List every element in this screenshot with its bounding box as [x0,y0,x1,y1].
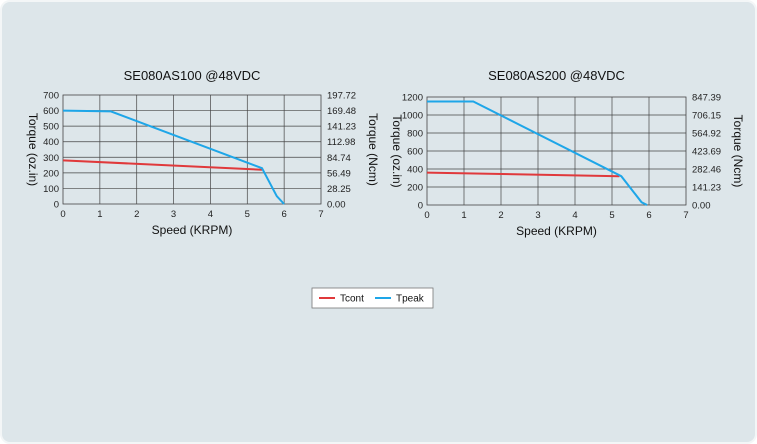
chart2-y-tick-label: 600 [407,147,423,158]
chart2-y-axis-label: Torque (oz.in) [390,114,404,187]
chart2-y-tick-label: 400 [407,165,423,176]
chart2-x-tick-label: 5 [609,210,614,221]
chart1-y-tick-label: 0 [54,200,59,211]
chart1-x-axis-label: Speed (KRPM) [152,223,233,237]
chart1-series-tpeak-line [62,109,285,205]
chart2-x-tick-label: 7 [683,210,688,221]
chart2-x-tick-label: 4 [572,210,577,221]
chart1-x-tick-label: 2 [134,209,139,220]
chart2-y-tick-label: 800 [407,129,423,140]
chart1-y-tick-label: 400 [43,137,59,148]
chart2-y2-tick-label: 564.92 [692,129,721,140]
chart1-y-tick-label: 300 [43,153,59,164]
chart1-y2-tick-label: 56.49 [327,168,351,179]
chart1-y2-tick-label: 28.25 [327,184,351,195]
chart2-y2-axis-label: Torque (Ncm) [731,115,745,188]
chart1-series-tcont-line [62,159,263,171]
chart2-y-tick-label: 0 [418,201,423,212]
chart2-series-tcont-line [426,171,620,178]
legend-box [311,287,434,309]
chart2-y2-tick-label: 141.23 [692,183,721,194]
chart2-y2-tick-label: 423.69 [692,147,721,158]
chart2-title: SE080AS200 @48VDC [488,68,625,83]
chart1-y2-tick-label: 141.23 [327,122,356,133]
chart1-y-tick-label: 500 [43,122,59,133]
chart2-x-tick-label: 3 [535,210,540,221]
legend-label-tcont: Tcont [340,294,364,305]
chart1-y-tick-label: 200 [43,168,59,179]
chart1-plot-frame [62,94,322,205]
chart1-y-tick-label: 700 [43,91,59,102]
chart1-x-tick-label: 7 [318,209,323,220]
chart1-y2-tick-label: 169.48 [327,106,356,117]
chart1-x-tick-label: 1 [97,209,102,220]
chart1-x-tick-label: 4 [208,209,213,220]
chart2-y2-tick-label: 847.39 [692,93,721,104]
chart1-x-tick-label: 6 [281,209,286,220]
chart2-y-tick-label: 200 [407,183,423,194]
chart2-y2-tick-label: 706.15 [692,111,721,122]
chart1-y2-tick-label: 0.00 [327,200,346,211]
chart1-y-tick-label: 600 [43,106,59,117]
chart1-y2-axis-label: Torque (Ncm) [366,113,380,186]
chart2-x-tick-label: 0 [424,210,429,221]
chart1-y-tick-label: 100 [43,184,59,195]
chart1-y2-tick-label: 84.74 [327,153,351,164]
chart1-y2-tick-label: 197.72 [327,91,356,102]
chart1-x-tick-label: 3 [171,209,176,220]
chart2-x-axis-label: Speed (KRPM) [516,224,597,238]
chart2-x-tick-label: 2 [498,210,503,221]
chart1-y-axis-label: Torque (oz.in) [26,113,40,186]
chart1-title: SE080AS100 @48VDC [124,68,261,83]
chart1-x-tick-label: 5 [245,209,250,220]
chart1-y2-tick-label: 112.98 [327,137,355,148]
chart2-x-tick-label: 1 [461,210,466,221]
legend-label-tpeak: Tpeak [396,294,425,305]
chart2-y-tick-label: 1200 [402,93,423,104]
chart2-y2-tick-label: 282.46 [692,165,721,176]
chart2-x-tick-label: 6 [646,210,651,221]
chart1-x-tick-label: 0 [60,209,65,220]
chart2-y-tick-label: 1000 [402,111,423,122]
chart2-y2-tick-label: 0.00 [692,201,711,212]
chart2-series-tpeak-line [427,100,648,206]
